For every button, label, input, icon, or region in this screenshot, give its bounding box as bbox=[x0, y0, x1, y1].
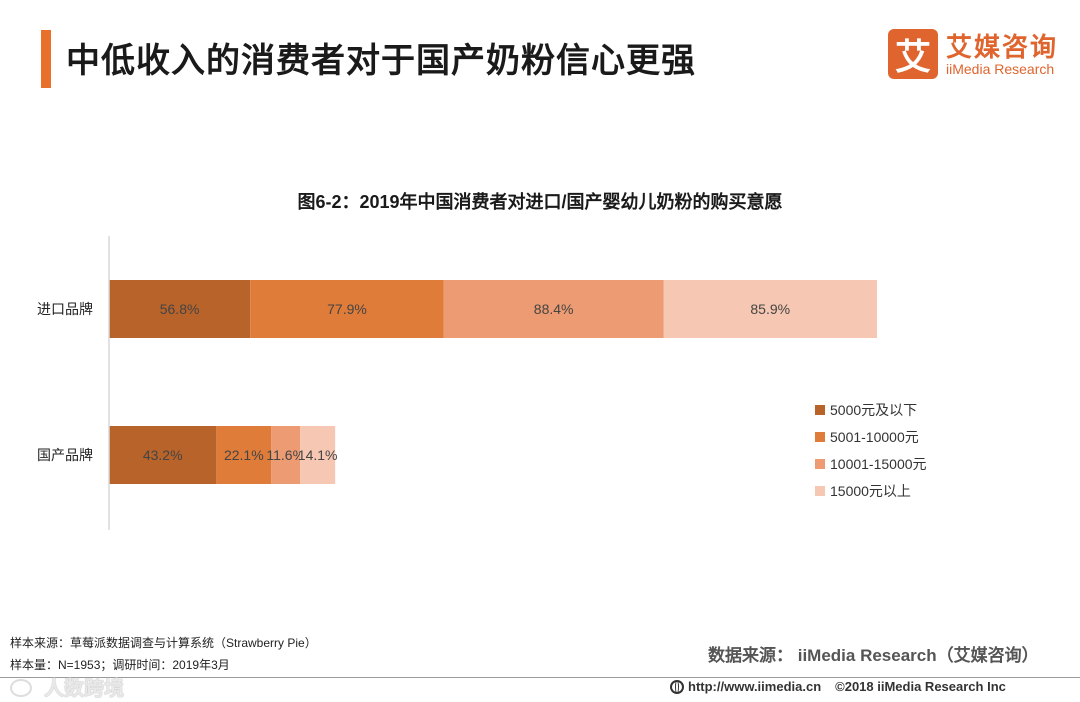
chart-title: 图6-2：2019年中国消费者对进口/国产婴幼儿奶粉的购买意愿 bbox=[297, 192, 783, 212]
legend-label: 10001-15000元 bbox=[830, 455, 927, 472]
chart-legend: 5000元及以下 5001-10000元 10001-15000元 15000元… bbox=[815, 396, 927, 504]
bar-segment bbox=[216, 426, 272, 484]
data-label: 22.1% bbox=[224, 447, 264, 463]
legend-item: 5000元及以下 bbox=[815, 396, 927, 423]
legend-item: 5001-10000元 bbox=[815, 423, 927, 450]
copyright: ©2018 iiMedia Research Inc bbox=[835, 679, 1006, 694]
title-accent-bar bbox=[41, 30, 51, 88]
legend-swatch bbox=[815, 485, 825, 496]
legend-label: 5001-10000元 bbox=[830, 428, 919, 445]
bar-segment bbox=[109, 280, 251, 338]
logo-name-en: iiMedia Research bbox=[946, 61, 1055, 77]
bar-segment bbox=[300, 426, 336, 484]
footer-links: http://www.iimedia.cn ©2018 iiMedia Resea… bbox=[670, 679, 1006, 694]
data-label: 43.2% bbox=[143, 447, 183, 463]
data-label: 11.6% bbox=[266, 447, 305, 463]
page-title: 中低收入的消费者对于国产奶粉信心更强 bbox=[66, 42, 696, 80]
category-label: 国产品牌 bbox=[37, 447, 93, 463]
watermark: 人数跨境 bbox=[10, 672, 124, 701]
logo-name-cn: 艾媒咨询 bbox=[946, 32, 1059, 62]
legend-swatch bbox=[815, 404, 825, 415]
legend-swatch bbox=[815, 431, 825, 442]
watermark-icon bbox=[10, 679, 32, 697]
bar-segment bbox=[109, 426, 217, 484]
legend-item: 15000元以上 bbox=[815, 477, 927, 504]
logo-mark: 艾 bbox=[888, 29, 938, 79]
sample-info: 样本来源：草莓派数据调查与计算系统（Strawberry Pie） 样本量：N=… bbox=[10, 632, 317, 676]
bar-segment bbox=[443, 280, 664, 338]
data-label: 85.9% bbox=[750, 301, 790, 317]
category-label: 进口品牌 bbox=[37, 301, 93, 317]
globe-icon bbox=[670, 680, 684, 694]
bar-segment bbox=[250, 280, 444, 338]
data-label: 56.8% bbox=[160, 301, 200, 317]
legend-label: 15000元以上 bbox=[830, 482, 911, 499]
data-label: 88.4% bbox=[534, 301, 574, 317]
sample-source: 样本来源：草莓派数据调查与计算系统（Strawberry Pie） bbox=[10, 636, 317, 650]
watermark-text: 人数跨境 bbox=[44, 678, 124, 700]
legend-swatch bbox=[815, 458, 825, 469]
iimedia-logo: 艾 艾媒咨询 iiMedia Research bbox=[888, 27, 1068, 83]
bar-segment bbox=[663, 280, 877, 338]
footer-divider bbox=[0, 677, 1080, 678]
legend-item: 10001-15000元 bbox=[815, 450, 927, 477]
bar-segment bbox=[271, 426, 301, 484]
data-source: 数据来源： iiMedia Research（艾媒咨询） bbox=[708, 646, 1039, 665]
data-label: 77.9% bbox=[327, 301, 367, 317]
legend-label: 5000元及以下 bbox=[830, 401, 918, 418]
sample-size: 样本量：N=1953；调研时间：2019年3月 bbox=[10, 658, 230, 672]
website-link[interactable]: http://www.iimedia.cn bbox=[688, 679, 822, 694]
data-label: 14.1% bbox=[298, 447, 338, 463]
